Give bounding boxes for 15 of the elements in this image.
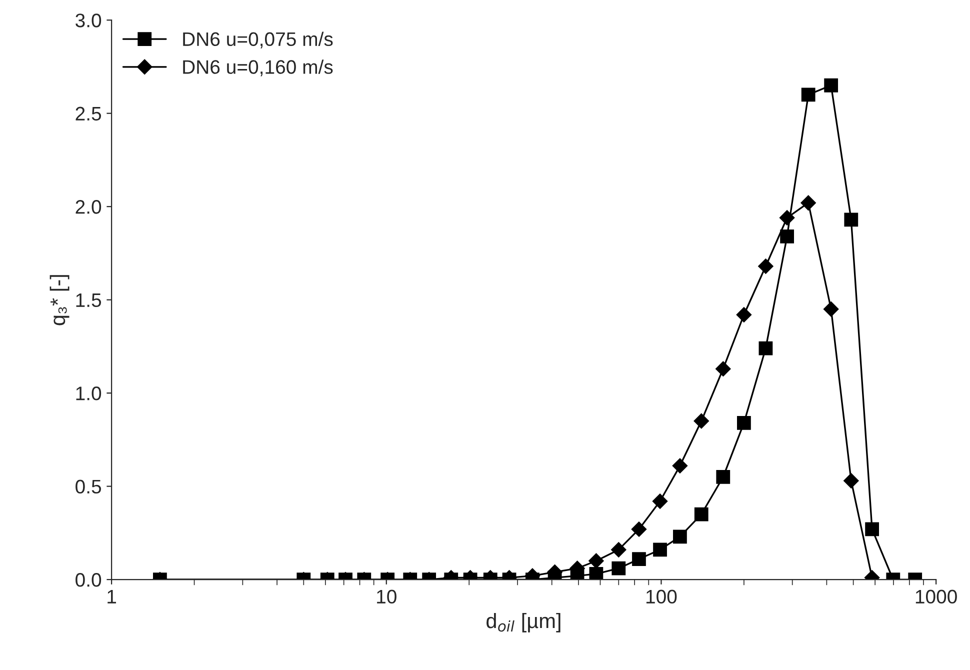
y-axis-title: q₃* [-] <box>50 275 70 326</box>
y-tick-label: 1.0 <box>76 386 102 400</box>
y-tick-label: 3.0 <box>76 14 102 28</box>
y-tick-label: 2.5 <box>76 106 102 121</box>
y-tick-label: 2.0 <box>76 200 102 214</box>
y-tick-label: 0.5 <box>76 480 102 494</box>
legend-label: DN6 u=0,075 m/s <box>183 32 333 48</box>
x-tick-label: 10 <box>377 590 396 604</box>
y-tick-label: 0.0 <box>76 573 102 587</box>
x-tick-label: 100 <box>646 590 677 604</box>
x-axis-title: d$_{oil}$ [µm] <box>486 612 560 632</box>
x-tick-label: 1 <box>108 590 116 604</box>
y-tick-label: 1.5 <box>76 293 102 308</box>
x-tick-label: 1000 <box>916 590 957 604</box>
legend-label: DN6 u=0,160 m/s <box>183 60 333 76</box>
